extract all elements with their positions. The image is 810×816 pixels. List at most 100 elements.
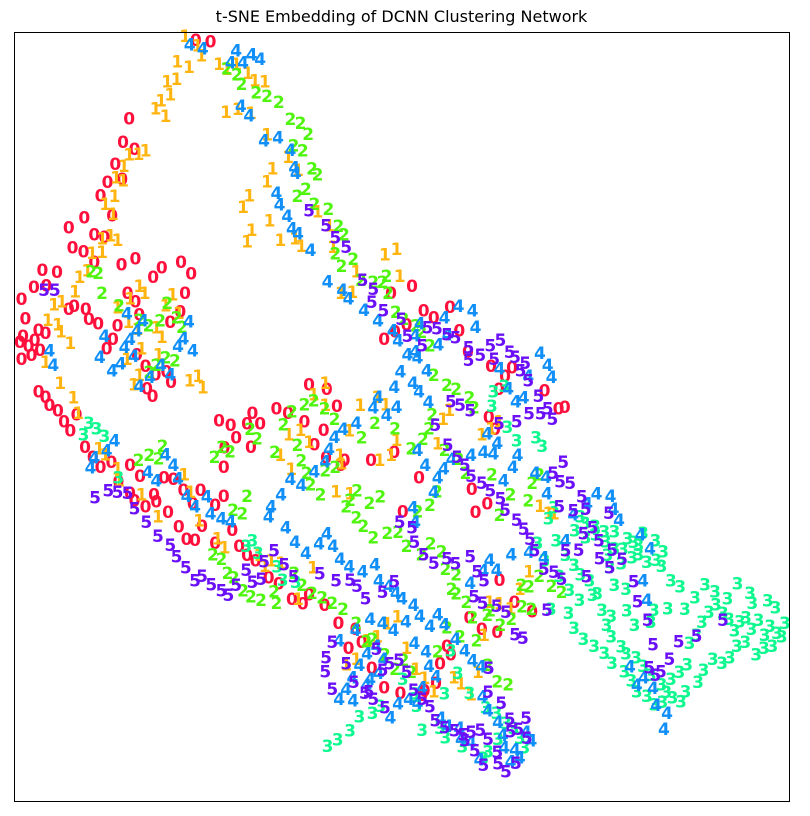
point-label-4: 4 bbox=[388, 378, 400, 398]
point-label-1: 1 bbox=[385, 446, 397, 466]
point-label-3: 3 bbox=[598, 522, 610, 542]
point-label-5: 5 bbox=[357, 271, 369, 291]
point-label-3: 3 bbox=[508, 719, 520, 739]
point-label-0: 0 bbox=[190, 31, 202, 51]
point-label-3: 3 bbox=[83, 414, 95, 434]
point-label-4: 4 bbox=[520, 723, 532, 743]
point-label-3: 3 bbox=[332, 731, 344, 751]
point-label-3: 3 bbox=[577, 630, 589, 650]
point-label-5: 5 bbox=[340, 238, 352, 258]
point-label-3: 3 bbox=[589, 517, 601, 537]
point-label-0: 0 bbox=[270, 399, 282, 419]
point-label-2: 2 bbox=[415, 545, 427, 565]
point-label-3: 3 bbox=[498, 377, 510, 397]
point-label-2: 2 bbox=[237, 582, 249, 602]
point-label-5: 5 bbox=[429, 712, 441, 732]
point-label-5: 5 bbox=[717, 611, 729, 631]
point-label-3: 3 bbox=[463, 684, 475, 704]
point-label-3: 3 bbox=[722, 589, 734, 609]
point-label-5: 5 bbox=[573, 541, 585, 561]
point-label-3: 3 bbox=[641, 687, 653, 707]
point-label-4: 4 bbox=[205, 505, 217, 525]
point-label-0: 0 bbox=[416, 686, 428, 706]
point-label-4: 4 bbox=[416, 679, 428, 699]
point-label-5: 5 bbox=[603, 504, 615, 524]
point-label-1: 1 bbox=[195, 46, 207, 66]
point-label-5: 5 bbox=[215, 582, 227, 602]
point-label-5: 5 bbox=[205, 575, 217, 595]
point-label-3: 3 bbox=[626, 549, 638, 569]
point-label-5: 5 bbox=[395, 310, 407, 330]
point-label-1: 1 bbox=[74, 268, 86, 288]
point-label-0: 0 bbox=[107, 330, 119, 350]
point-label-3: 3 bbox=[750, 645, 762, 665]
point-label-1: 1 bbox=[56, 292, 68, 312]
point-label-2: 2 bbox=[426, 406, 438, 426]
point-label-0: 0 bbox=[303, 376, 315, 396]
point-label-5: 5 bbox=[255, 570, 267, 590]
point-label-4: 4 bbox=[505, 752, 517, 772]
point-label-4: 4 bbox=[353, 656, 365, 676]
point-label-5: 5 bbox=[450, 329, 462, 349]
point-label-5: 5 bbox=[314, 565, 326, 585]
point-label-5: 5 bbox=[401, 663, 413, 683]
point-label-3: 3 bbox=[543, 509, 555, 529]
point-label-4: 4 bbox=[183, 312, 195, 332]
point-label-1: 1 bbox=[192, 367, 204, 387]
point-label-4: 4 bbox=[450, 630, 462, 650]
point-label-0: 0 bbox=[343, 639, 355, 659]
point-label-4: 4 bbox=[172, 337, 184, 357]
point-label-1: 1 bbox=[371, 628, 383, 648]
point-label-0: 0 bbox=[559, 398, 571, 418]
point-label-0: 0 bbox=[16, 350, 28, 370]
point-label-5: 5 bbox=[344, 571, 356, 591]
point-label-1: 1 bbox=[264, 212, 276, 232]
point-label-5: 5 bbox=[494, 331, 506, 351]
point-label-4: 4 bbox=[167, 456, 179, 476]
point-label-0: 0 bbox=[129, 140, 141, 160]
point-label-2: 2 bbox=[306, 159, 318, 179]
point-label-1: 1 bbox=[150, 99, 162, 119]
point-label-0: 0 bbox=[394, 684, 406, 704]
point-label-3: 3 bbox=[766, 637, 778, 657]
point-label-5: 5 bbox=[468, 588, 480, 608]
point-label-3: 3 bbox=[563, 581, 575, 601]
point-label-5: 5 bbox=[416, 690, 428, 710]
point-label-5: 5 bbox=[518, 520, 530, 540]
point-label-1: 1 bbox=[308, 386, 320, 406]
point-label-3: 3 bbox=[679, 600, 691, 620]
point-label-2: 2 bbox=[338, 226, 350, 246]
point-label-2: 2 bbox=[377, 273, 389, 293]
point-label-1: 1 bbox=[136, 339, 148, 359]
point-label-2: 2 bbox=[344, 491, 356, 511]
point-label-4: 4 bbox=[390, 584, 402, 604]
point-label-4: 4 bbox=[115, 355, 127, 375]
point-label-4: 4 bbox=[635, 525, 647, 545]
point-label-0: 0 bbox=[67, 239, 79, 259]
point-label-3: 3 bbox=[580, 529, 592, 549]
point-label-4: 4 bbox=[350, 621, 362, 641]
point-label-2: 2 bbox=[502, 675, 514, 695]
point-label-1: 1 bbox=[259, 557, 271, 577]
point-label-4: 4 bbox=[319, 452, 331, 472]
point-label-0: 0 bbox=[378, 330, 390, 350]
point-label-3: 3 bbox=[568, 556, 580, 576]
point-label-1: 1 bbox=[401, 639, 413, 659]
point-label-5: 5 bbox=[535, 405, 547, 425]
point-label-2: 2 bbox=[286, 402, 298, 422]
point-label-2: 2 bbox=[467, 609, 479, 629]
point-label-3: 3 bbox=[439, 728, 451, 748]
point-label-2: 2 bbox=[441, 619, 453, 639]
point-label-4: 4 bbox=[313, 535, 325, 555]
point-label-4: 4 bbox=[497, 726, 509, 746]
point-label-1: 1 bbox=[184, 372, 196, 392]
point-label-0: 0 bbox=[254, 415, 266, 435]
point-label-0: 0 bbox=[140, 498, 152, 518]
point-label-3: 3 bbox=[776, 628, 788, 648]
point-label-0: 0 bbox=[147, 268, 159, 288]
point-label-2: 2 bbox=[468, 399, 480, 419]
point-label-4: 4 bbox=[403, 690, 415, 710]
point-label-1: 1 bbox=[54, 374, 66, 394]
point-label-0: 0 bbox=[321, 380, 333, 400]
point-label-0: 0 bbox=[88, 253, 100, 273]
